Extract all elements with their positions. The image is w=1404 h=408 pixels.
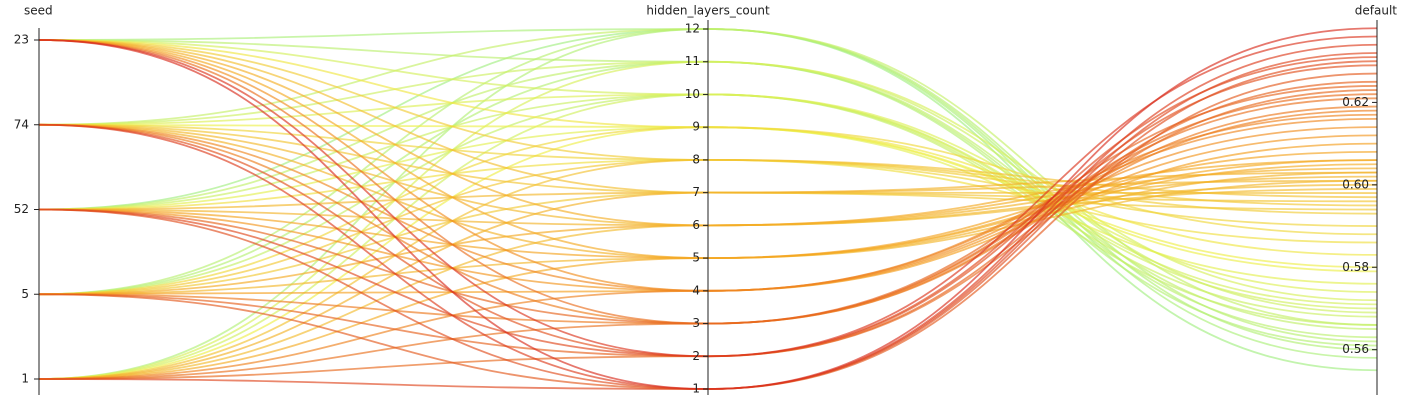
tick-label: 23 xyxy=(14,33,29,47)
data-line xyxy=(38,27,1378,390)
tick-label: 12 xyxy=(685,22,700,36)
tick-label: 0.60 xyxy=(1342,177,1369,191)
tick-label: 0.56 xyxy=(1342,342,1369,356)
data-line xyxy=(38,85,1378,325)
axis-title: seed xyxy=(24,4,53,18)
tick-label: 74 xyxy=(14,117,29,131)
axis-title: hidden_layers_count xyxy=(646,4,770,18)
tick-label: 8 xyxy=(692,152,700,166)
tick-label: 2 xyxy=(692,349,700,363)
tick-label: 3 xyxy=(692,316,700,330)
tick-label: 0.58 xyxy=(1342,260,1369,274)
tick-label: 7 xyxy=(692,185,700,199)
tick-label: 0.62 xyxy=(1342,95,1369,109)
tick-label: 6 xyxy=(692,218,700,232)
tick-label: 1 xyxy=(21,372,29,386)
axis-title: default xyxy=(1355,4,1398,18)
tick-label: 9 xyxy=(692,120,700,134)
data-line xyxy=(38,28,1378,326)
tick-label: 11 xyxy=(685,54,700,68)
tick-label: 5 xyxy=(21,287,29,301)
tick-label: 4 xyxy=(692,283,700,297)
data-line xyxy=(38,113,1378,380)
tick-label: 52 xyxy=(14,202,29,216)
tick-label: 1 xyxy=(692,382,700,396)
tick-label: 10 xyxy=(685,87,700,101)
tick-label: 5 xyxy=(692,251,700,265)
data-line xyxy=(38,150,1378,259)
